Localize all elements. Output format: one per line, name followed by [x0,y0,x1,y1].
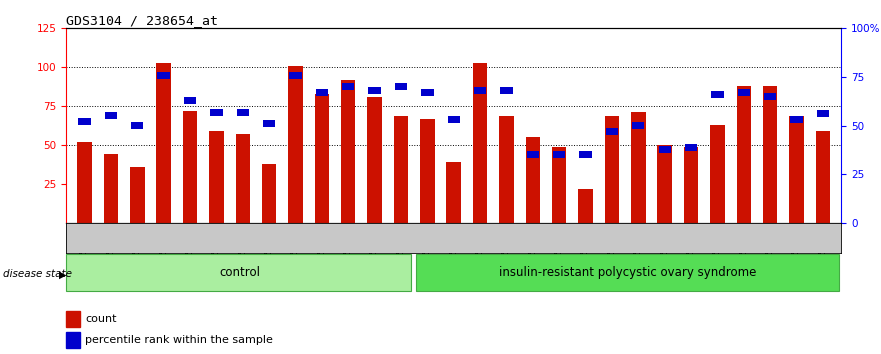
Bar [447,162,461,223]
Bar [342,83,354,90]
Text: ▶: ▶ [59,269,67,279]
Bar [633,122,645,129]
Bar [448,116,460,123]
Bar [500,87,513,94]
Bar [211,109,223,115]
Bar [130,167,144,223]
Text: count: count [85,314,117,324]
Bar [684,147,699,223]
Bar [105,113,117,119]
Text: control: control [219,266,261,279]
Bar [578,189,593,223]
Bar [182,111,197,223]
Bar [315,94,329,223]
Bar [263,120,275,127]
Bar [420,119,434,223]
Bar [604,115,619,223]
Bar [235,134,250,223]
Bar [790,116,803,123]
Bar [315,89,328,96]
Bar [288,66,303,223]
Bar [580,152,592,158]
Bar [500,115,514,223]
FancyBboxPatch shape [66,254,411,291]
Bar [737,89,750,96]
Bar [237,109,249,115]
Bar [131,122,144,129]
Bar [789,115,803,223]
Bar [817,110,829,118]
Bar [552,147,566,223]
Bar [157,63,171,223]
FancyBboxPatch shape [417,254,839,291]
Bar [606,128,618,135]
Bar [341,80,356,223]
Bar [368,87,381,94]
Bar [289,72,301,79]
Text: insulin-resistant polycystic ovary syndrome: insulin-resistant polycystic ovary syndr… [499,266,756,279]
Bar [711,91,723,98]
Bar [104,154,118,223]
Bar [209,131,224,223]
Text: disease state: disease state [3,269,71,279]
Bar [553,152,566,158]
Bar [710,125,725,223]
Bar [526,137,540,223]
Bar [367,97,381,223]
Bar [66,332,80,348]
Bar [78,118,91,125]
Bar [527,152,539,158]
Bar [763,86,777,223]
Bar [816,131,830,223]
Bar [474,87,486,94]
Bar [78,142,92,223]
Bar [158,72,170,79]
Text: percentile rank within the sample: percentile rank within the sample [85,335,273,345]
Bar [184,97,196,104]
Bar [262,164,277,223]
Bar [631,113,646,223]
Bar [66,311,80,327]
Bar [421,89,433,96]
Bar [658,145,670,153]
Bar [473,63,487,223]
Bar [737,86,751,223]
Bar [685,144,697,150]
Text: GDS3104 / 238654_at: GDS3104 / 238654_at [66,14,218,27]
Bar [394,115,408,223]
Bar [395,83,407,90]
Bar [764,93,776,100]
Bar [657,145,672,223]
